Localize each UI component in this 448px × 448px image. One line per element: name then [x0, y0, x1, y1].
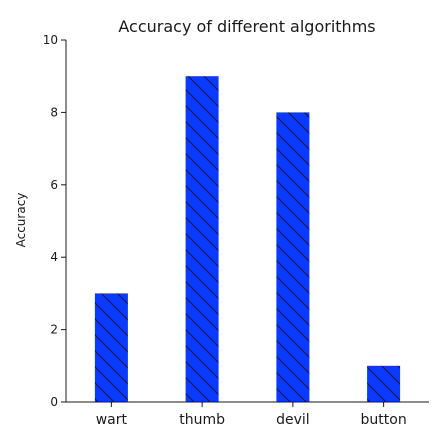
bars-group [94, 76, 401, 403]
x-tick-label-thumb: thumb [179, 412, 225, 428]
y-tick-label: 10 [43, 33, 58, 47]
y-tick-label: 0 [50, 395, 58, 409]
y-tick-label: 8 [50, 105, 58, 119]
x-tick-label-button: button [361, 412, 407, 428]
x-tick-label-wart: wart [96, 412, 128, 428]
bar-thumb [185, 76, 219, 402]
y-tick-label: 6 [50, 178, 58, 192]
y-tick-label: 2 [50, 323, 58, 337]
bar-wart [94, 293, 128, 402]
chart-title: Accuracy of different algorithms [118, 17, 375, 36]
x-tick-label-devil: devil [276, 412, 310, 428]
bar-button [367, 365, 401, 402]
y-axis-label: Accuracy [14, 193, 28, 248]
x-ticks-group: wart thumb devil button [96, 402, 407, 428]
y-ticks-group: 0 2 4 6 8 10 [43, 33, 66, 409]
y-tick-label: 4 [50, 250, 58, 264]
bar-devil [276, 112, 310, 403]
